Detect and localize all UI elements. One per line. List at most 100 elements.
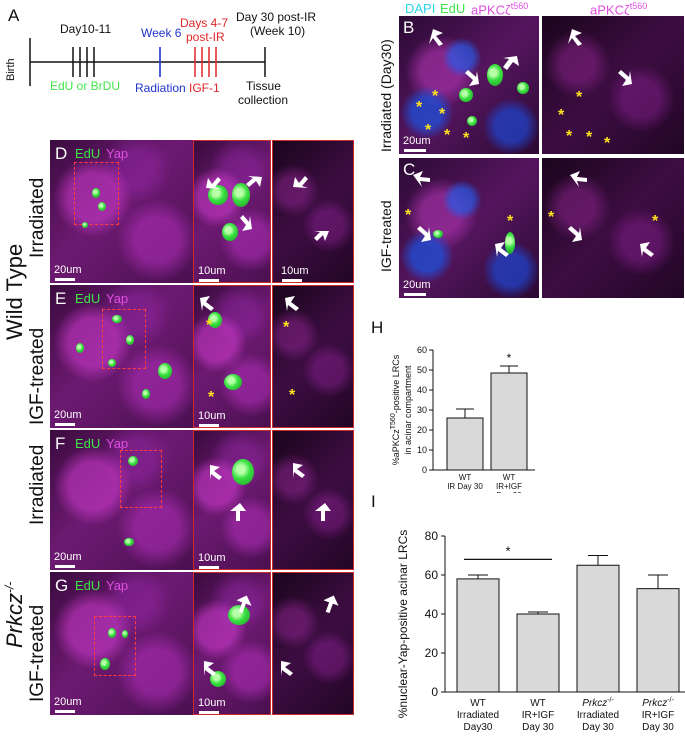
micrograph-e-zoom-yap: * * bbox=[272, 285, 354, 428]
y-tick-label: 50 bbox=[417, 365, 427, 375]
y-tick-label: 80 bbox=[425, 529, 439, 543]
label-yap: Yap bbox=[106, 291, 129, 306]
y-tick-label: 20 bbox=[425, 646, 439, 660]
header-dapi: DAPI bbox=[405, 1, 436, 16]
scale-label: 10um bbox=[281, 265, 309, 277]
micrograph-e-zoom-merge: * * 10um bbox=[193, 285, 271, 428]
scale-bar bbox=[199, 711, 219, 714]
y-axis-label-line2: in acinar compartment bbox=[403, 365, 413, 455]
panel-letter-a: A bbox=[8, 6, 20, 25]
scale-label-b: 20um bbox=[403, 135, 431, 147]
edu-nucleus bbox=[208, 312, 222, 328]
timeline-week10-label: (Week 10) bbox=[250, 24, 306, 38]
panel-letter-d: D bbox=[55, 144, 68, 163]
arrow-icon bbox=[568, 29, 582, 46]
y-tick-label: 40 bbox=[417, 385, 427, 395]
timeline-collection-label: collection bbox=[238, 93, 289, 107]
scale-label: 20um bbox=[54, 264, 82, 276]
x-tick-label: Irradiated bbox=[577, 710, 619, 721]
label-edu: EdU bbox=[75, 436, 101, 451]
x-tick-label: Irradiated bbox=[457, 710, 499, 721]
x-tick-label: WT bbox=[530, 698, 546, 709]
micrograph-b-merge: B * * * * * * 20um bbox=[398, 15, 540, 155]
header-apkc-2: aPKCζt560 bbox=[590, 1, 647, 17]
x-tick-label: IR+IGF bbox=[496, 482, 522, 491]
label-yap: Yap bbox=[106, 436, 129, 451]
inset-box bbox=[74, 162, 119, 225]
edu-nucleus bbox=[487, 64, 503, 86]
arrow-icon bbox=[210, 465, 222, 480]
chart-h: 0 10 20 30 40 50 60 %aPKCzT560-positive LRCs in … bbox=[390, 345, 535, 493]
scale-bar bbox=[282, 279, 302, 282]
star-marker: * bbox=[586, 129, 593, 146]
row-label-f: Irradiated bbox=[27, 444, 48, 525]
edu-nucleus bbox=[76, 343, 84, 353]
header-apkc2-sup: t560 bbox=[629, 1, 648, 11]
scale-label: 10um bbox=[198, 265, 226, 277]
arrows-b-apkc bbox=[568, 29, 632, 86]
x-tick-label: Day 30 bbox=[582, 722, 614, 733]
arrow-icon bbox=[315, 503, 331, 521]
arrow-icon bbox=[230, 503, 246, 521]
arrow-icon bbox=[293, 463, 305, 478]
x-tick-label: Prkcz-/- bbox=[642, 697, 674, 709]
arrows-d-zoom bbox=[206, 176, 262, 231]
edu-nucleus bbox=[228, 605, 250, 625]
arrows-g-zoom bbox=[204, 595, 252, 676]
star-marker: * bbox=[289, 387, 296, 404]
micrograph-d-zoom-merge: 10um bbox=[193, 140, 271, 283]
edu-nucleus bbox=[108, 359, 116, 367]
star-marker: * bbox=[548, 209, 555, 226]
edu-nucleus bbox=[122, 630, 128, 638]
arrows-e-yap bbox=[285, 296, 299, 311]
group-label-prkcz: Prkcz-/- bbox=[2, 582, 28, 648]
star-marker: * bbox=[652, 213, 659, 230]
star-marker: * bbox=[604, 135, 611, 152]
star-marker: * bbox=[432, 88, 439, 105]
x-tick-label: Day 30 bbox=[522, 722, 554, 733]
label-yap: Yap bbox=[106, 578, 129, 593]
row-label-d: Irradiated bbox=[27, 177, 48, 258]
edu-nucleus bbox=[126, 335, 134, 345]
row-label-c: IGF-treated bbox=[378, 200, 394, 272]
edu-nucleus bbox=[208, 185, 228, 205]
significance-star: * bbox=[507, 351, 512, 365]
micrograph-g-zoom-yap bbox=[272, 572, 354, 715]
x-tick-label: IR Day 30 bbox=[447, 482, 483, 491]
star-marker: * bbox=[439, 106, 446, 123]
x-tick-label: WT bbox=[470, 698, 486, 709]
timeline-radiation-label: Radiation bbox=[135, 81, 186, 95]
header-apkc: aPKCζt560 bbox=[471, 1, 528, 17]
arrow-icon bbox=[568, 226, 582, 242]
y-tick-label: 60 bbox=[425, 568, 439, 582]
header-edu: EdU bbox=[440, 1, 466, 16]
row-label-b: Irradiated (Day30) bbox=[378, 39, 394, 152]
timeline-days47-label: Days 4-7 bbox=[180, 16, 229, 30]
arrow-icon bbox=[429, 29, 443, 46]
micrograph-d-overview: D EdU Yap 20um bbox=[50, 140, 193, 283]
micrograph-g-overview: G EdU Yap 20um bbox=[50, 572, 193, 715]
panel-letter-b: B bbox=[403, 18, 415, 37]
timeline-postir-label: post-IR bbox=[186, 30, 225, 44]
scale-label: 10um bbox=[198, 410, 226, 422]
panel-letter-f: F bbox=[55, 434, 66, 453]
bar bbox=[516, 613, 560, 693]
scale-label: 10um bbox=[198, 697, 226, 709]
y-tick-label: 10 bbox=[417, 445, 427, 455]
arrows-e-zoom bbox=[200, 296, 214, 311]
star-marker: * bbox=[558, 107, 565, 124]
arrow-icon bbox=[465, 70, 479, 86]
x-tick-label: Day 30 bbox=[642, 722, 674, 733]
micrograph-g-zoom-merge: 10um bbox=[193, 572, 271, 715]
arrows-b-merge bbox=[429, 29, 519, 86]
timeline-diagram bbox=[29, 38, 266, 86]
panel-letter-g: G bbox=[55, 576, 69, 595]
x-tick-label: WT bbox=[459, 473, 472, 482]
edu-nucleus bbox=[100, 658, 110, 670]
edu-nucleus bbox=[505, 232, 515, 254]
significance-star: * bbox=[505, 543, 510, 558]
inset-box bbox=[102, 309, 146, 369]
arrows-g-yap bbox=[281, 595, 339, 676]
label-edu: EdU bbox=[75, 291, 101, 306]
star-marker: * bbox=[208, 389, 215, 406]
